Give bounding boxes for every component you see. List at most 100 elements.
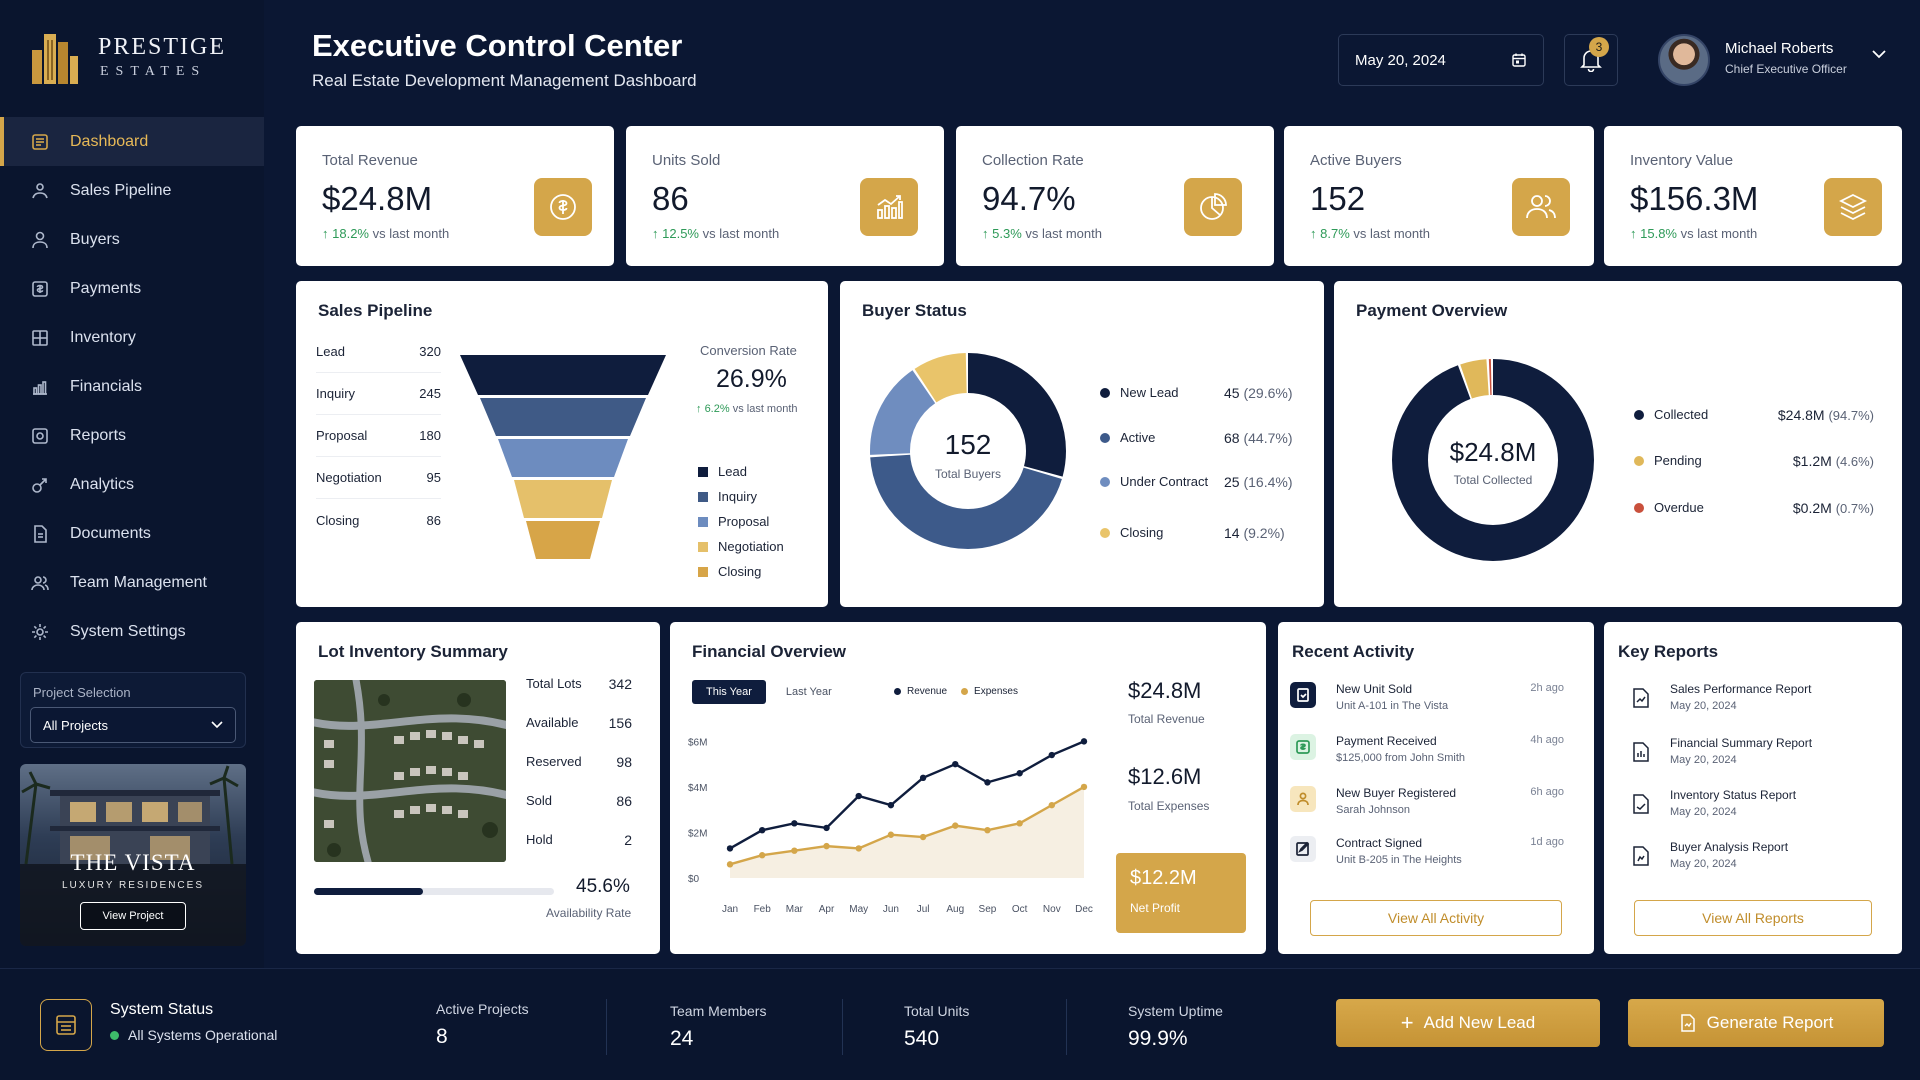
brand-logo[interactable]: PRESTIGE ESTATES <box>30 24 250 94</box>
kpi-card-units-sold: Units Sold 86 ↑ 12.5% vs last month <box>626 126 944 266</box>
layers-icon <box>1824 178 1882 236</box>
data-point <box>984 826 991 834</box>
x-tick-label: Sep <box>979 904 997 915</box>
activity-item[interactable]: Contract Signed Unit B-205 in The Height… <box>1290 834 1564 884</box>
sidebar-item-dashboard[interactable]: Dashboard <box>0 117 264 166</box>
page-title: Executive Control Center <box>312 28 683 63</box>
x-tick-label: Dec <box>1075 904 1093 915</box>
view-project-button[interactable]: View Project <box>80 902 186 930</box>
legend-item: Closing 14 (9.2%) <box>1100 525 1300 541</box>
pipeline-icon <box>30 181 50 201</box>
buyer-status-card: Buyer Status 152 Total Buyers New Lead 45… <box>840 281 1324 607</box>
buyer-status-donut <box>870 353 1066 549</box>
pipeline-row: Inquiry 245 <box>316 373 441 415</box>
data-point <box>726 861 734 868</box>
sidebar-nav: Dashboard Sales Pipeline Buyers Payments… <box>0 117 264 656</box>
data-point <box>919 774 927 782</box>
sidebar-item-system-settings[interactable]: System Settings <box>0 607 264 656</box>
brand-subtitle: ESTATES <box>100 64 207 79</box>
report-file-icon <box>1633 742 1649 762</box>
generate-report-button[interactable]: Generate Report <box>1628 999 1884 1047</box>
expenses-area <box>730 786 1084 878</box>
report-item[interactable]: Buyer Analysis Report May 20, 2024 <box>1632 840 1872 890</box>
arrow-up-icon: ↑ <box>982 226 993 241</box>
sidebar-item-analytics[interactable]: Analytics <box>0 460 264 509</box>
arrow-up-icon: ↑ <box>1310 226 1321 241</box>
project-promo-card: THE VISTA LUXURY RESIDENCES View Project <box>20 764 246 946</box>
activity-item[interactable]: New Buyer Registered Sarah Johnson 6h ag… <box>1290 784 1564 834</box>
avatar[interactable] <box>1658 34 1710 86</box>
sidebar-item-documents[interactable]: Documents <box>0 509 264 558</box>
report-item[interactable]: Inventory Status Report May 20, 2024 <box>1632 788 1872 838</box>
net-profit-box: $12.2M Net Profit <box>1116 853 1246 933</box>
y-tick-label: $0 <box>688 874 700 885</box>
data-point <box>855 845 862 852</box>
data-point <box>1048 801 1056 809</box>
funnel-stage-closing <box>526 521 600 559</box>
stat-total-units: Total Units 540 <box>904 1003 970 1050</box>
sidebar-item-reports[interactable]: Reports <box>0 411 264 460</box>
kpi-value: 94.7% <box>982 180 1076 217</box>
tab-this-year[interactable]: This Year <box>692 680 766 704</box>
donut-slice <box>870 353 1066 549</box>
view-all-reports-button[interactable]: View All Reports <box>1634 900 1872 936</box>
legend-item: Inquiry <box>698 484 784 509</box>
financial-overview-card: Financial Overview This Year Last Year R… <box>670 622 1266 954</box>
users-icon <box>1512 178 1570 236</box>
status-dot-icon <box>110 1030 119 1040</box>
data-point <box>952 760 959 768</box>
sidebar-item-team-management[interactable]: Team Management <box>0 558 264 607</box>
user-icon <box>1290 786 1316 812</box>
payment-donut <box>1392 359 1594 561</box>
donut-total: 152 <box>944 429 992 460</box>
report-item[interactable]: Financial Summary Report May 20, 2024 <box>1632 736 1872 786</box>
kpi-delta: ↑ 18.2% vs last month <box>322 226 450 241</box>
tab-last-year[interactable]: Last Year <box>785 686 832 698</box>
sidebar-item-payments[interactable]: Payments <box>0 264 264 313</box>
sidebar-item-buyers[interactable]: Buyers <box>0 215 264 264</box>
sidebar-item-inventory[interactable]: Inventory <box>0 313 264 362</box>
chart-up-icon <box>860 178 918 236</box>
add-new-lead-button[interactable]: + Add New Lead <box>1336 999 1600 1047</box>
arrow-up-icon: ↑ <box>1630 226 1641 241</box>
kpi-label: Total Revenue <box>322 152 418 169</box>
donut-slice <box>870 353 1066 549</box>
availability-progress <box>314 888 554 895</box>
brand-name: PRESTIGE <box>98 34 227 60</box>
sidebar-item-financials[interactable]: Financials <box>0 362 264 411</box>
analytics-icon <box>30 475 50 495</box>
contract-icon <box>1290 836 1316 862</box>
lot-row: Total Lots 342 <box>526 676 632 692</box>
building-logo-icon <box>32 34 78 84</box>
data-point <box>823 842 830 850</box>
activity-item[interactable]: New Unit Sold Unit A-101 in The Vista 2h… <box>1290 680 1564 730</box>
report-item[interactable]: Sales Performance Report May 20, 2024 <box>1632 682 1872 732</box>
activity-item[interactable]: Payment Received $125,000 from John Smit… <box>1290 732 1564 782</box>
user-name[interactable]: Michael Roberts <box>1725 40 1834 57</box>
data-point <box>1016 770 1023 777</box>
project-select[interactable]: All Projects <box>30 707 236 743</box>
financial-line-chart: $0 $2M $4M $6M Jan Feb Mar Apr May Jun Jul Aug Sep Oc… <box>688 737 1093 915</box>
data-point <box>791 820 798 827</box>
date-value: May 20, 2024 <box>1355 51 1446 69</box>
report-file-icon <box>1633 794 1649 814</box>
legend-item: Overdue $0.2M (0.7%) <box>1634 500 1874 520</box>
period-tabs: This Year Last Year <box>692 680 846 704</box>
x-tick-label: May <box>849 904 868 915</box>
user-role: Chief Executive Officer <box>1725 62 1847 76</box>
card-title: Payment Overview <box>1356 301 1508 320</box>
lot-row: Reserved 98 <box>526 754 632 770</box>
lot-row: Hold 2 <box>526 832 632 848</box>
chevron-down-icon[interactable] <box>1872 50 1886 59</box>
donut-total-label: Total Buyers <box>934 467 1002 481</box>
pipeline-row: Closing 86 <box>316 512 441 528</box>
sidebar: PRESTIGE ESTATES Dashboard Sales Pipelin… <box>0 0 264 968</box>
date-picker[interactable]: May 20, 2024 <box>1338 34 1544 86</box>
legend-item: Under Contract 25 (16.4%) <box>1100 474 1300 490</box>
divider <box>606 999 607 1055</box>
sidebar-item-sales-pipeline[interactable]: Sales Pipeline <box>0 166 264 215</box>
view-all-activity-button[interactable]: View All Activity <box>1310 900 1562 936</box>
data-point <box>887 801 895 809</box>
series-line-expenses <box>729 785 1085 866</box>
y-tick-label: $2M <box>688 828 707 839</box>
